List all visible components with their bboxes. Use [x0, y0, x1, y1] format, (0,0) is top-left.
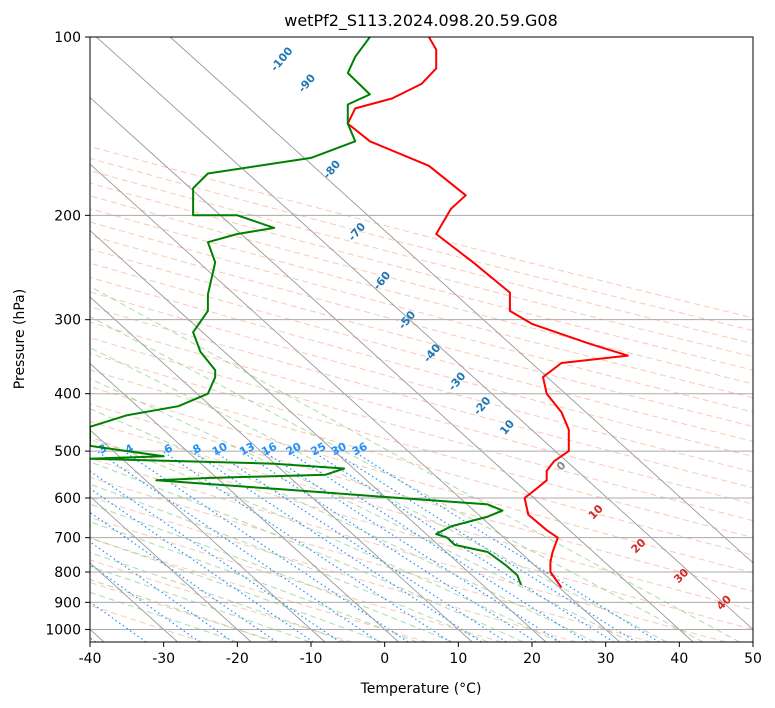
isotherm-line — [90, 163, 620, 642]
x-tick-label: 50 — [744, 651, 762, 667]
mixing-ratio-line — [96, 450, 380, 642]
x-tick-label: -20 — [226, 651, 249, 667]
background-lines — [90, 37, 753, 642]
dry-adiabat-line — [90, 221, 753, 399]
mixing-ratio-label: 10 — [210, 440, 230, 459]
dry-adiabat-line — [90, 386, 753, 574]
mixing-ratio-label: 20 — [284, 440, 304, 459]
x-tick-label: 20 — [523, 651, 541, 667]
moist-adiabat-line — [90, 552, 347, 642]
moist-adiabat-line — [90, 503, 453, 642]
x-tick-label: 30 — [597, 651, 615, 667]
dewpoint-profile-line — [90, 37, 522, 585]
y-tick-label: 500 — [54, 444, 81, 460]
temperature-profile-line — [346, 37, 629, 589]
mixing-ratio-line — [240, 450, 537, 642]
x-axis-title: Temperature (°C) — [360, 681, 482, 697]
x-tick-label: 0 — [380, 651, 389, 667]
y-ticks: 100 200 300 400 500 600 700 800 900 1000 — [45, 30, 90, 638]
moist-adiabat-line — [90, 591, 238, 642]
x-tick-label: -40 — [79, 651, 102, 667]
mixing-ratio-line — [90, 563, 201, 642]
dry-adiabat-line — [90, 248, 753, 428]
moist-adiabat-line — [90, 537, 382, 642]
dry-adiabat-line — [90, 581, 278, 642]
isotherm-line — [90, 229, 547, 642]
isotherm-line — [90, 429, 326, 642]
y-tick-label: 300 — [54, 313, 81, 329]
dry-adiabat-line — [90, 208, 753, 385]
y-axis-title: Pressure (hPa) — [12, 289, 28, 389]
isotherm-line — [90, 296, 473, 642]
moist-adiabat-line — [90, 578, 275, 642]
mixing-ratio-line — [213, 450, 507, 642]
mixing-ratio-line — [90, 541, 234, 642]
mixing-ratio-line — [123, 450, 409, 642]
isotherm-line — [90, 495, 252, 642]
mixing-ratio-line — [90, 511, 278, 642]
moist-adiabat-line — [90, 347, 668, 642]
dry-adiabat-line — [90, 421, 753, 611]
profile-series — [90, 37, 629, 589]
y-tick-label: 400 — [54, 387, 81, 403]
y-tick-label: 200 — [54, 208, 81, 224]
mixing-ratio-line — [352, 450, 660, 642]
y-tick-label: 800 — [54, 565, 81, 581]
mixing-ratio-line — [262, 450, 561, 642]
dry-adiabat-line — [90, 439, 753, 630]
x-ticks: -40 -30 -20 -10 0 10 20 30 40 50 — [79, 642, 762, 667]
isotherm-line — [169, 37, 753, 564]
x-tick-label: 40 — [670, 651, 688, 667]
isotherm-line — [96, 37, 753, 631]
plot-frame — [89, 36, 754, 643]
mixing-ratio-label: 13 — [237, 440, 257, 459]
dry-adiabat-line — [90, 516, 502, 642]
moist-adiabat-line — [90, 378, 631, 642]
dry-adiabat-line — [90, 559, 353, 642]
dry-adiabat-line — [90, 403, 753, 592]
moist-adiabat-line — [90, 461, 524, 642]
moist-adiabat-line — [90, 285, 740, 642]
mixing-ratio-label: 36 — [350, 440, 370, 459]
mixing-ratio-label: 25 — [309, 440, 329, 459]
dry-adiabat-line — [90, 306, 753, 489]
chart-title: wetPf2_S113.2024.098.20.59.G08 — [284, 11, 558, 31]
x-tick-label: 10 — [449, 651, 467, 667]
y-tick-label: 100 — [54, 30, 81, 46]
dry-adiabat-line — [90, 157, 753, 332]
y-tick-label: 1000 — [45, 622, 81, 638]
isotherm-line — [90, 96, 694, 642]
mixing-ratio-label: 30 — [329, 440, 349, 459]
dry-adiabat-line — [90, 457, 726, 642]
y-tick-label: 600 — [54, 491, 81, 507]
mixing-ratio-line — [90, 470, 341, 642]
x-tick-label: -30 — [152, 651, 175, 667]
y-tick-label: 900 — [54, 595, 81, 611]
isotherm-line — [90, 362, 399, 642]
x-tick-label: -10 — [300, 651, 323, 667]
dry-adiabat-line — [90, 182, 753, 358]
mixing-ratio-line — [90, 487, 314, 642]
dry-adiabat-line — [90, 369, 753, 556]
y-tick-label: 700 — [54, 531, 81, 547]
dry-adiabat-line — [90, 476, 652, 642]
mixing-ratio-label: 16 — [259, 440, 279, 459]
